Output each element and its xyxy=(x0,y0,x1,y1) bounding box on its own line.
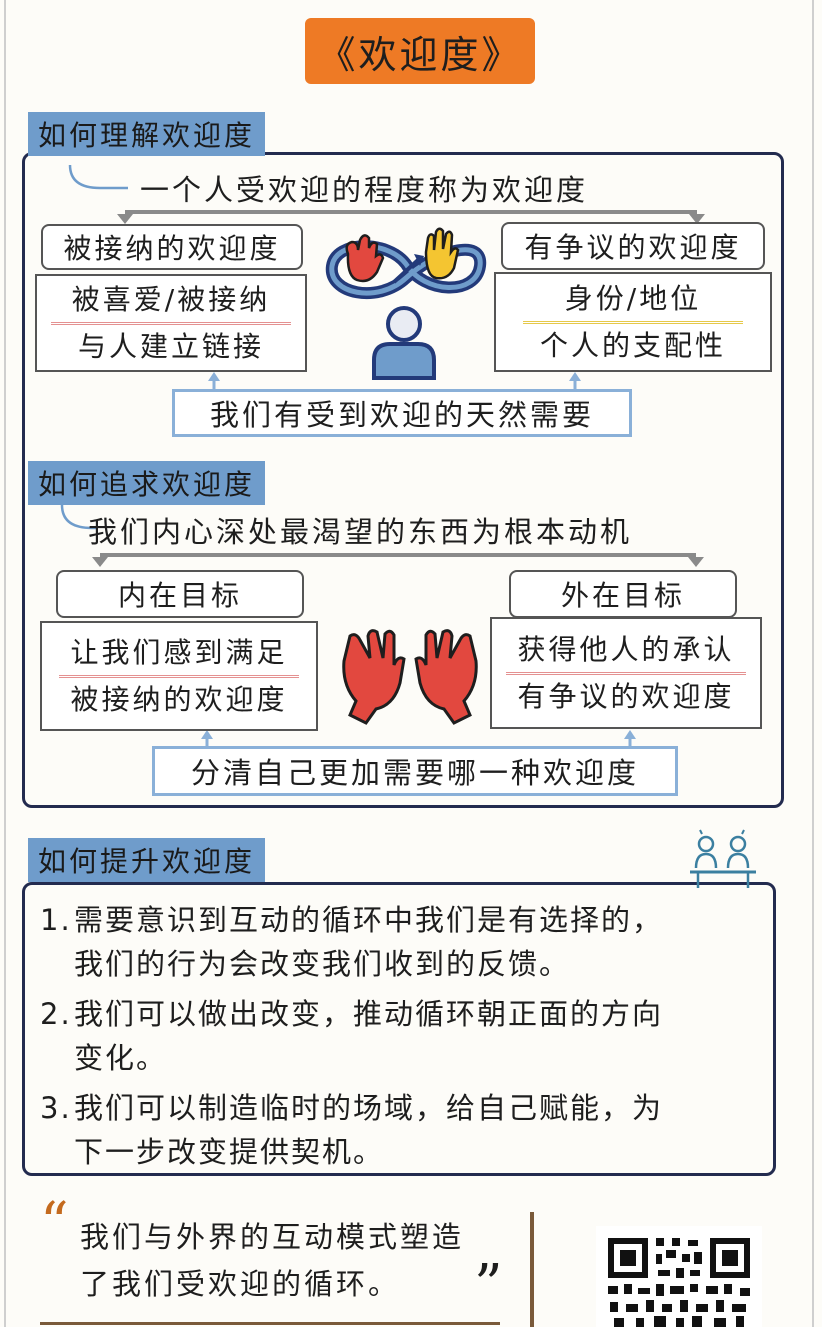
section-connectors xyxy=(60,164,705,748)
card-line: 身份/地位 xyxy=(564,281,702,315)
natural-need-box: 我们有受到欢迎的天然需要 xyxy=(172,389,632,437)
item-line: 需要意识到互动的循环中我们是有选择的， xyxy=(74,903,664,937)
controversial-popularity-card: 身份/地位 个人的支配性 xyxy=(494,272,772,372)
list-item: 1.需要意识到互动的循环中我们是有选择的， xyxy=(40,898,770,942)
accepted-popularity-tag: 被接纳的欢迎度 xyxy=(41,224,303,270)
motive-text: 我们内心深处最渴望的东西为根本动机 xyxy=(88,515,633,549)
card-line: 被喜爱/被接纳 xyxy=(71,282,271,316)
list-item-cont: 下一步改变提供契机。 xyxy=(74,1135,385,1169)
list-item-cont: 我们的行为会改变我们收到的反馈。 xyxy=(74,947,571,981)
right-border xyxy=(812,0,814,1327)
qr-code-icon xyxy=(596,1226,762,1327)
page-title: 《欢迎度》 xyxy=(305,18,535,84)
inner-goal-card: 让我们感到满足 被接纳的欢迎度 xyxy=(40,621,318,731)
card-line: 个人的支配性 xyxy=(539,328,726,362)
card-line: 被接纳的欢迎度 xyxy=(70,682,288,716)
item-line: 我们可以做出改变，推动循环朝正面的方向 xyxy=(74,997,664,1031)
list-item: 2.我们可以做出改变，推动循环朝正面的方向 xyxy=(40,992,770,1036)
quote-underline xyxy=(40,1322,500,1325)
item-number: 2. xyxy=(40,997,72,1031)
outer-goal-tag: 外在目标 xyxy=(509,570,737,618)
improvement-list: 1.需要意识到互动的循环中我们是有选择的， 我们的行为会改变我们收到的反馈。 2… xyxy=(40,898,770,1174)
definition-text: 一个人受欢迎的程度称为欢迎度 xyxy=(140,173,589,207)
close-quote-mark: ” xyxy=(474,1253,503,1318)
divider xyxy=(59,674,299,678)
card-line: 让我们感到满足 xyxy=(70,635,288,669)
quote-line: 我们与外界的互动模式塑造 xyxy=(80,1220,465,1254)
quote-line: 了我们受欢迎的循环。 xyxy=(80,1267,401,1301)
accepted-popularity-card: 被喜爱/被接纳 与人建立链接 xyxy=(35,274,307,372)
card-line: 与人建立链接 xyxy=(77,329,264,363)
person-icon xyxy=(372,306,436,380)
improve-section-frame xyxy=(22,882,776,1176)
inner-goal-tag: 内在目标 xyxy=(56,570,304,618)
divider xyxy=(523,320,743,324)
open-quote-mark: “ xyxy=(40,1191,69,1256)
red-hand-icon xyxy=(345,234,385,283)
meeting-people-icon xyxy=(690,829,756,888)
red-gloves-icon xyxy=(342,629,478,725)
yellow-hand-icon xyxy=(424,227,460,280)
item-line: 我们可以制造临时的场域，给自己赋能，为 xyxy=(74,1091,664,1125)
controversial-popularity-tag: 有争议的欢迎度 xyxy=(501,222,765,270)
distinguish-need-box: 分清自己更加需要哪一种欢迎度 xyxy=(152,746,678,796)
divider xyxy=(506,671,746,675)
list-item-cont: 变化。 xyxy=(74,1041,168,1075)
outer-goal-card: 获得他人的承认 有争议的欢迎度 xyxy=(490,617,762,729)
understand-section-frame xyxy=(22,152,784,808)
quote-divider xyxy=(530,1212,534,1327)
section-tab-pursue: 如何追求欢迎度 xyxy=(28,461,266,505)
card-line: 有争议的欢迎度 xyxy=(517,679,735,713)
section-tab-improve: 如何提升欢迎度 xyxy=(28,838,266,882)
card-line: 获得他人的承认 xyxy=(517,632,735,666)
section-tab-understand: 如何理解欢迎度 xyxy=(28,112,266,156)
list-item: 3.我们可以制造临时的场域，给自己赋能，为 xyxy=(40,1086,770,1130)
item-number: 3. xyxy=(40,1091,72,1125)
item-number: 1. xyxy=(40,903,72,937)
left-border xyxy=(4,0,6,1327)
infinity-loop-icon xyxy=(325,227,487,380)
divider xyxy=(51,321,291,325)
